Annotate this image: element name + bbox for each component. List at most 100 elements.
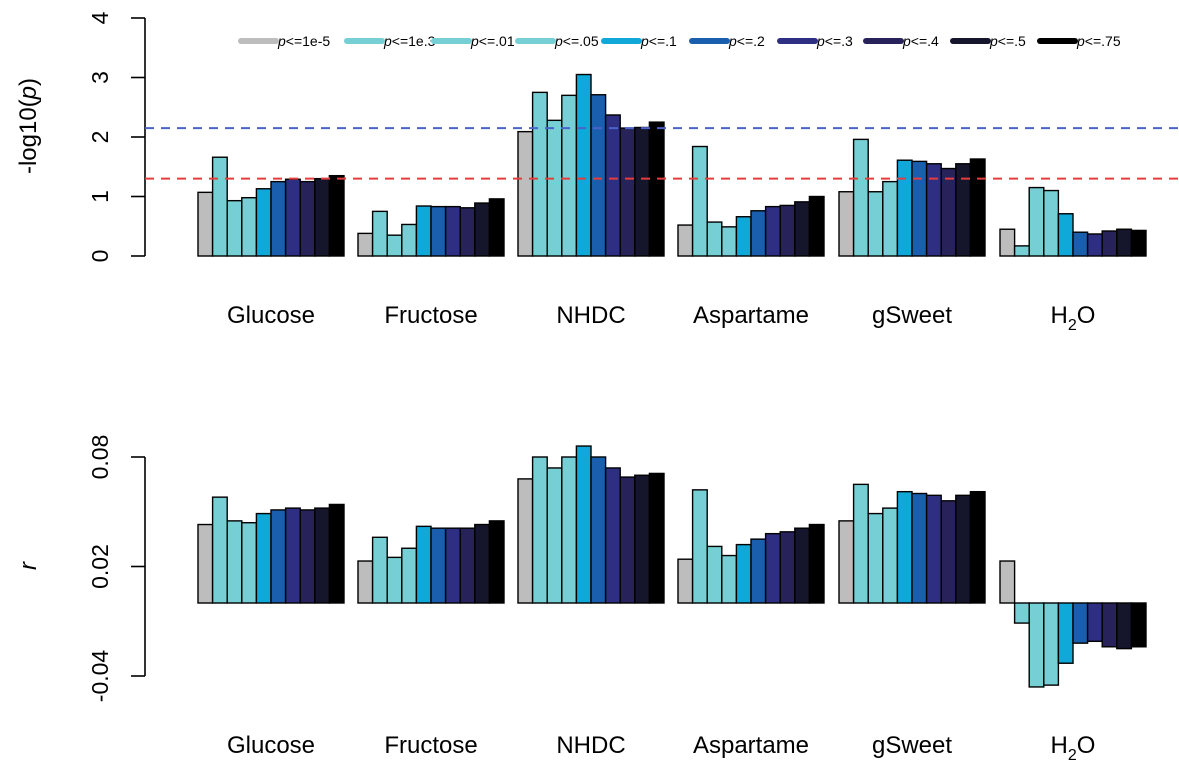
group-label: Glucose <box>227 302 315 329</box>
group-label: NHDC <box>556 732 625 759</box>
y-tick-label: -0.04 <box>87 650 113 703</box>
bar <box>1116 602 1133 650</box>
bar <box>911 492 928 604</box>
bar <box>401 223 418 257</box>
bar <box>1072 231 1089 257</box>
bar <box>648 472 665 604</box>
bar <box>882 180 899 257</box>
bar <box>706 545 723 604</box>
bar <box>561 456 578 604</box>
panel-2: 0.08 0.02 -0.04 r Glucose Fructose NHDC Asparta… <box>15 435 1147 764</box>
group-label: Fructose <box>384 732 477 759</box>
bar <box>255 512 272 604</box>
bar <box>896 490 913 604</box>
y-axis-label: -log10(p) <box>15 78 42 174</box>
bar <box>531 456 548 604</box>
bar-group-1 <box>197 156 345 257</box>
group-label: H2O <box>1051 302 1096 334</box>
bar <box>867 191 884 257</box>
bar <box>1086 233 1103 257</box>
bar <box>226 520 243 604</box>
legend-label: p<=1e.3 <box>383 33 436 49</box>
bar <box>911 160 928 257</box>
bar <box>284 178 301 257</box>
y-tick-label: 0.08 <box>87 435 113 480</box>
bar <box>299 180 316 257</box>
bar-group-4 <box>677 145 825 257</box>
bar <box>241 196 258 257</box>
bar <box>1013 245 1030 257</box>
group-label: H2O <box>1051 732 1096 761</box>
bar <box>808 523 825 604</box>
bar <box>1086 602 1103 643</box>
bar <box>1028 186 1045 257</box>
bar <box>721 226 738 257</box>
y-tick-label: 2 <box>87 131 113 144</box>
y-tick-label: 0.02 <box>87 544 113 589</box>
bar <box>270 509 287 604</box>
bar <box>430 205 447 257</box>
bar <box>488 520 505 604</box>
bar-group-5 <box>838 138 986 257</box>
bar <box>314 507 331 604</box>
bar <box>197 523 214 604</box>
bar <box>999 560 1016 604</box>
bar <box>517 130 534 257</box>
group-label: Aspartame <box>693 732 809 759</box>
bar <box>648 121 665 257</box>
bar <box>1130 602 1147 648</box>
legend-label: p<=.75 <box>1076 33 1121 49</box>
bar <box>1116 228 1133 257</box>
bar <box>955 494 972 604</box>
bar <box>735 216 752 257</box>
bar <box>764 532 781 604</box>
y-axis-label: r <box>15 561 42 570</box>
bar <box>1057 213 1074 257</box>
y-tick-label: 1 <box>87 190 113 203</box>
bar <box>1130 229 1147 257</box>
bar <box>925 494 942 604</box>
bar <box>735 543 752 604</box>
bar <box>808 195 825 257</box>
bar <box>867 512 884 604</box>
bar <box>852 138 869 257</box>
y-tick-label: 0 <box>87 250 113 263</box>
bar <box>474 523 491 604</box>
bar <box>444 527 461 604</box>
legend: p<=1e-5 p<=1e.3 p<=.01 p<=.05 p<=.1 p<=.2 p<=.… <box>238 33 1121 49</box>
bar <box>779 204 796 257</box>
bar <box>430 527 447 604</box>
y-tick-label: 4 <box>87 11 113 24</box>
bar <box>299 509 316 604</box>
bar-group-5 <box>838 483 986 604</box>
group-label: NHDC <box>556 302 625 329</box>
bar <box>706 221 723 257</box>
bar <box>1028 602 1045 688</box>
bar <box>1057 602 1074 664</box>
bar <box>925 163 942 257</box>
bar <box>750 210 767 257</box>
bar <box>604 467 621 604</box>
bar-group-6 <box>999 560 1147 688</box>
bar <box>1072 602 1089 644</box>
bar <box>677 224 694 257</box>
bar <box>488 198 505 257</box>
bar <box>371 210 388 257</box>
bar <box>852 483 869 604</box>
legend-label: p<=.01 <box>470 33 515 49</box>
bar <box>211 496 228 604</box>
bar-group-2 <box>357 520 505 604</box>
group-label: Glucose <box>227 732 315 759</box>
bar <box>691 489 708 604</box>
bar <box>197 191 214 257</box>
legend-label: p<=1e-5 <box>277 33 330 49</box>
bar <box>1101 230 1118 257</box>
bar <box>1043 602 1060 686</box>
bar-group-6 <box>999 186 1147 257</box>
bar <box>955 163 972 257</box>
legend-label: p<=.3 <box>816 33 853 49</box>
bar <box>590 94 607 257</box>
legend-label: p<=.4 <box>902 33 939 49</box>
bar <box>1043 189 1060 257</box>
